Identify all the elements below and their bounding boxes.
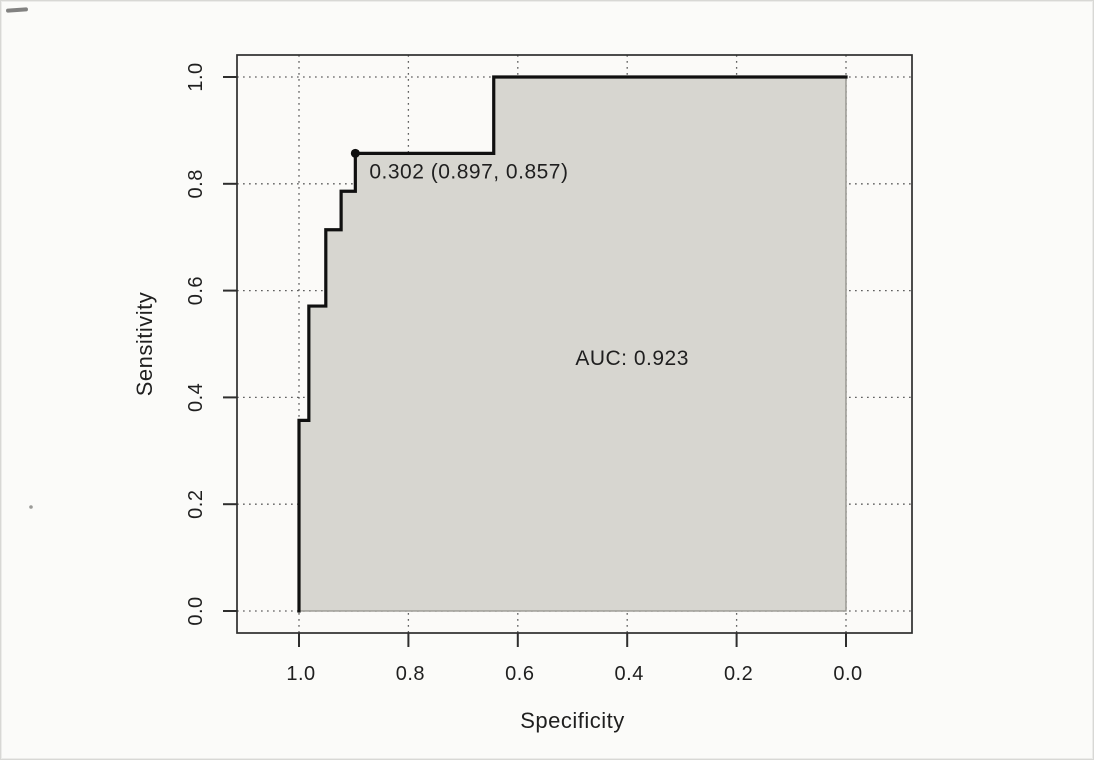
x-tick-label: 1.0 [286, 663, 315, 685]
y-tick-label: 0.2 [185, 490, 207, 519]
auc-fill-area [298, 76, 847, 612]
x-tick-label: 0.0 [833, 663, 862, 685]
x-tick-label: 0.6 [505, 663, 534, 685]
y-axis-tick-labels: 0.0 0.2 0.4 0.6 0.8 1.0 [185, 62, 207, 625]
best-threshold-point [350, 148, 360, 158]
y-tick-label: 0.4 [185, 383, 207, 412]
x-axis-ticks [298, 633, 847, 647]
auc-label: AUC: 0.923 [575, 347, 689, 370]
scan-speck [6, 7, 28, 13]
x-tick-label: 0.8 [396, 663, 425, 685]
y-tick-label: 1.0 [185, 62, 207, 91]
y-tick-label: 0.6 [185, 276, 207, 305]
y-axis-ticks [223, 76, 237, 612]
x-axis-title: Specificity [520, 708, 625, 733]
scan-speck [29, 505, 33, 509]
plot-border [236, 54, 913, 634]
y-tick-label: 0.0 [185, 596, 207, 625]
y-axis-title: Sensitivity [132, 292, 157, 397]
roc-curve [297, 75, 848, 613]
best-threshold-label: 0.302 (0.897, 0.857) [369, 160, 568, 183]
y-tick-label: 0.8 [185, 169, 207, 198]
x-tick-label: 0.2 [724, 663, 753, 685]
x-axis-tick-labels: 1.0 0.8 0.6 0.4 0.2 0.0 [286, 663, 862, 685]
scan-artifacts [6, 7, 33, 509]
x-tick-label: 0.4 [615, 663, 644, 685]
